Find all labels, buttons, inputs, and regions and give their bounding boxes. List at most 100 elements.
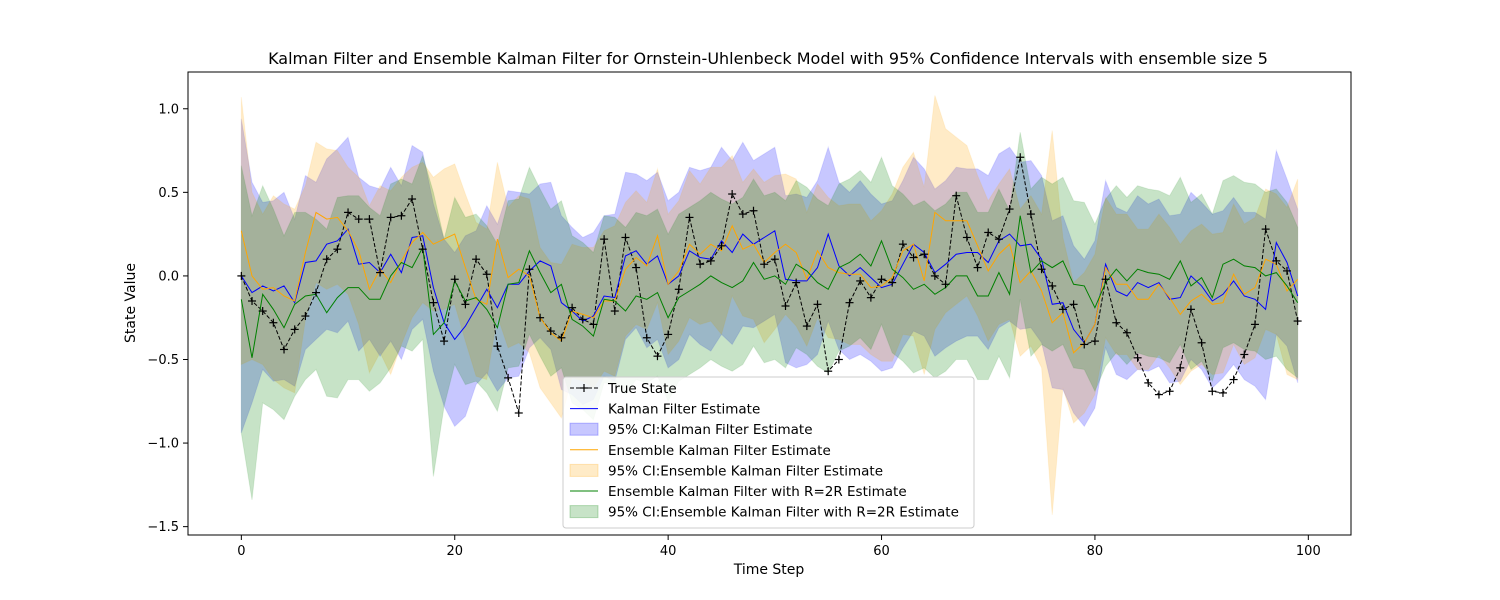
true-state-point	[237, 271, 246, 280]
true-state-point	[301, 312, 310, 321]
true-state-point	[322, 255, 331, 264]
true-state-point	[1069, 300, 1078, 309]
true-state-point	[738, 210, 747, 219]
true-state-point	[1282, 266, 1291, 275]
true-state-point	[610, 307, 619, 316]
true-state-point	[1133, 353, 1142, 362]
true-state-point	[952, 191, 961, 200]
x-tick-label: 20	[446, 544, 463, 559]
true-state-point	[1026, 210, 1035, 219]
true-state-point	[290, 325, 299, 334]
x-axis-ticks: 0 20 40 60 80 100	[237, 535, 1321, 559]
true-state-point	[408, 195, 417, 204]
true-state-point	[1154, 390, 1163, 399]
true-state-point	[898, 240, 907, 249]
true-state-point	[866, 293, 875, 302]
true-state-point	[312, 288, 321, 297]
true-state-point	[504, 373, 513, 382]
true-state-point	[728, 190, 737, 199]
y-tick-label: 0.0	[158, 269, 179, 284]
true-state-point	[941, 280, 950, 289]
true-state-point	[248, 296, 257, 305]
line-kalman-filter-estimate	[240, 228, 1299, 344]
legend-entry-kalman-filter-estimate: Kalman Filter Estimate	[570, 402, 760, 418]
true-state-point	[1250, 320, 1259, 329]
true-state-point	[1112, 318, 1121, 327]
legend-label: 95% CI:Kalman Filter Estimate	[608, 422, 813, 438]
true-state-point	[994, 235, 1003, 244]
true-state-point	[1101, 275, 1110, 284]
true-state-point	[1186, 305, 1195, 314]
legend-label: Kalman Filter Estimate	[608, 402, 760, 418]
legend-entry-95-ci-ensemble-kalman-filter-estimate: 95% CI:Ensemble Kalman Filter Estimate	[569, 463, 883, 479]
true-state-point	[418, 245, 427, 254]
true-state-point	[557, 333, 566, 342]
true-state-point	[600, 235, 609, 244]
true-state-point	[1240, 350, 1249, 359]
true-state-point	[376, 268, 385, 277]
true-state-point	[493, 342, 502, 351]
true-state-point	[824, 367, 833, 376]
true-state-point	[1016, 153, 1025, 162]
true-state-point	[909, 253, 918, 262]
true-state-point	[1165, 387, 1174, 396]
legend-box	[562, 376, 975, 529]
true-state-point	[1272, 256, 1281, 265]
true-state-point	[525, 265, 534, 274]
true-state-point	[1037, 265, 1046, 274]
true-state-point	[1090, 337, 1099, 346]
x-tick-label: 40	[660, 544, 677, 559]
true-state-point	[269, 318, 278, 327]
x-tick-label: 100	[1296, 544, 1321, 559]
true-state-point	[984, 228, 993, 237]
line-ensemble-kalman-filter-estimate	[240, 211, 1299, 354]
true-state-point	[717, 241, 726, 250]
true-state-markers	[237, 153, 1302, 417]
true-state-point	[482, 270, 491, 279]
true-state-point	[877, 275, 886, 284]
true-state-point	[386, 213, 395, 222]
legend: True State Kalman Filter Estimate 95% CI:K…	[562, 376, 975, 529]
legend-label: True State	[607, 381, 677, 397]
y-axis-ticks: −1.5 −1.0 −0.5 0.0 0.5 1.0	[147, 102, 188, 535]
x-tick-label: 80	[1087, 544, 1104, 559]
true-state-point	[1176, 363, 1185, 372]
true-state-point	[642, 333, 651, 342]
true-state-point	[813, 300, 822, 309]
true-state-point	[792, 278, 801, 287]
true-state-point	[664, 330, 673, 339]
true-state-point	[781, 302, 790, 311]
true-state-point	[1208, 387, 1217, 396]
true-state-point	[920, 250, 929, 259]
y-tick-label: −0.5	[147, 353, 179, 368]
true-state-point	[429, 298, 438, 307]
true-state-point	[578, 315, 587, 324]
legend-entry-true-state: True State	[570, 381, 677, 397]
true-state-point	[760, 260, 769, 269]
true-state-point	[1229, 375, 1238, 384]
true-state-point	[1197, 338, 1206, 347]
true-state-point	[1218, 388, 1227, 397]
true-state-point	[514, 408, 523, 417]
legend-label: 95% CI:Ensemble Kalman Filter with R=2R …	[608, 505, 959, 521]
true-state-point	[706, 256, 715, 265]
true-state-point	[1080, 340, 1089, 349]
true-state-point	[856, 276, 865, 285]
x-tick-label: 60	[873, 544, 890, 559]
y-tick-label: −1.5	[147, 520, 179, 535]
legend-label: 95% CI:Ensemble Kalman Filter Estimate	[608, 463, 883, 479]
legend-entry-ensemble-kalman-filter-with-r-2r-estimate: Ensemble Kalman Filter with R=2R Estimat…	[570, 484, 907, 500]
y-tick-label: 0.5	[158, 186, 179, 201]
true-state-point	[834, 355, 843, 364]
true-state-point	[450, 275, 459, 284]
true-state-point	[536, 313, 545, 322]
true-state-point	[1261, 225, 1270, 234]
true-state-point	[1048, 281, 1057, 290]
true-state-point	[1293, 317, 1302, 326]
legend-label: Ensemble Kalman Filter with R=2R Estimat…	[608, 484, 907, 500]
true-state-point	[258, 307, 267, 316]
line-ensemble-kalman-filter-with-r-2r-estimate	[240, 215, 1299, 358]
true-state-point	[653, 352, 662, 361]
true-state-point	[962, 233, 971, 242]
true-state-point	[888, 278, 897, 287]
